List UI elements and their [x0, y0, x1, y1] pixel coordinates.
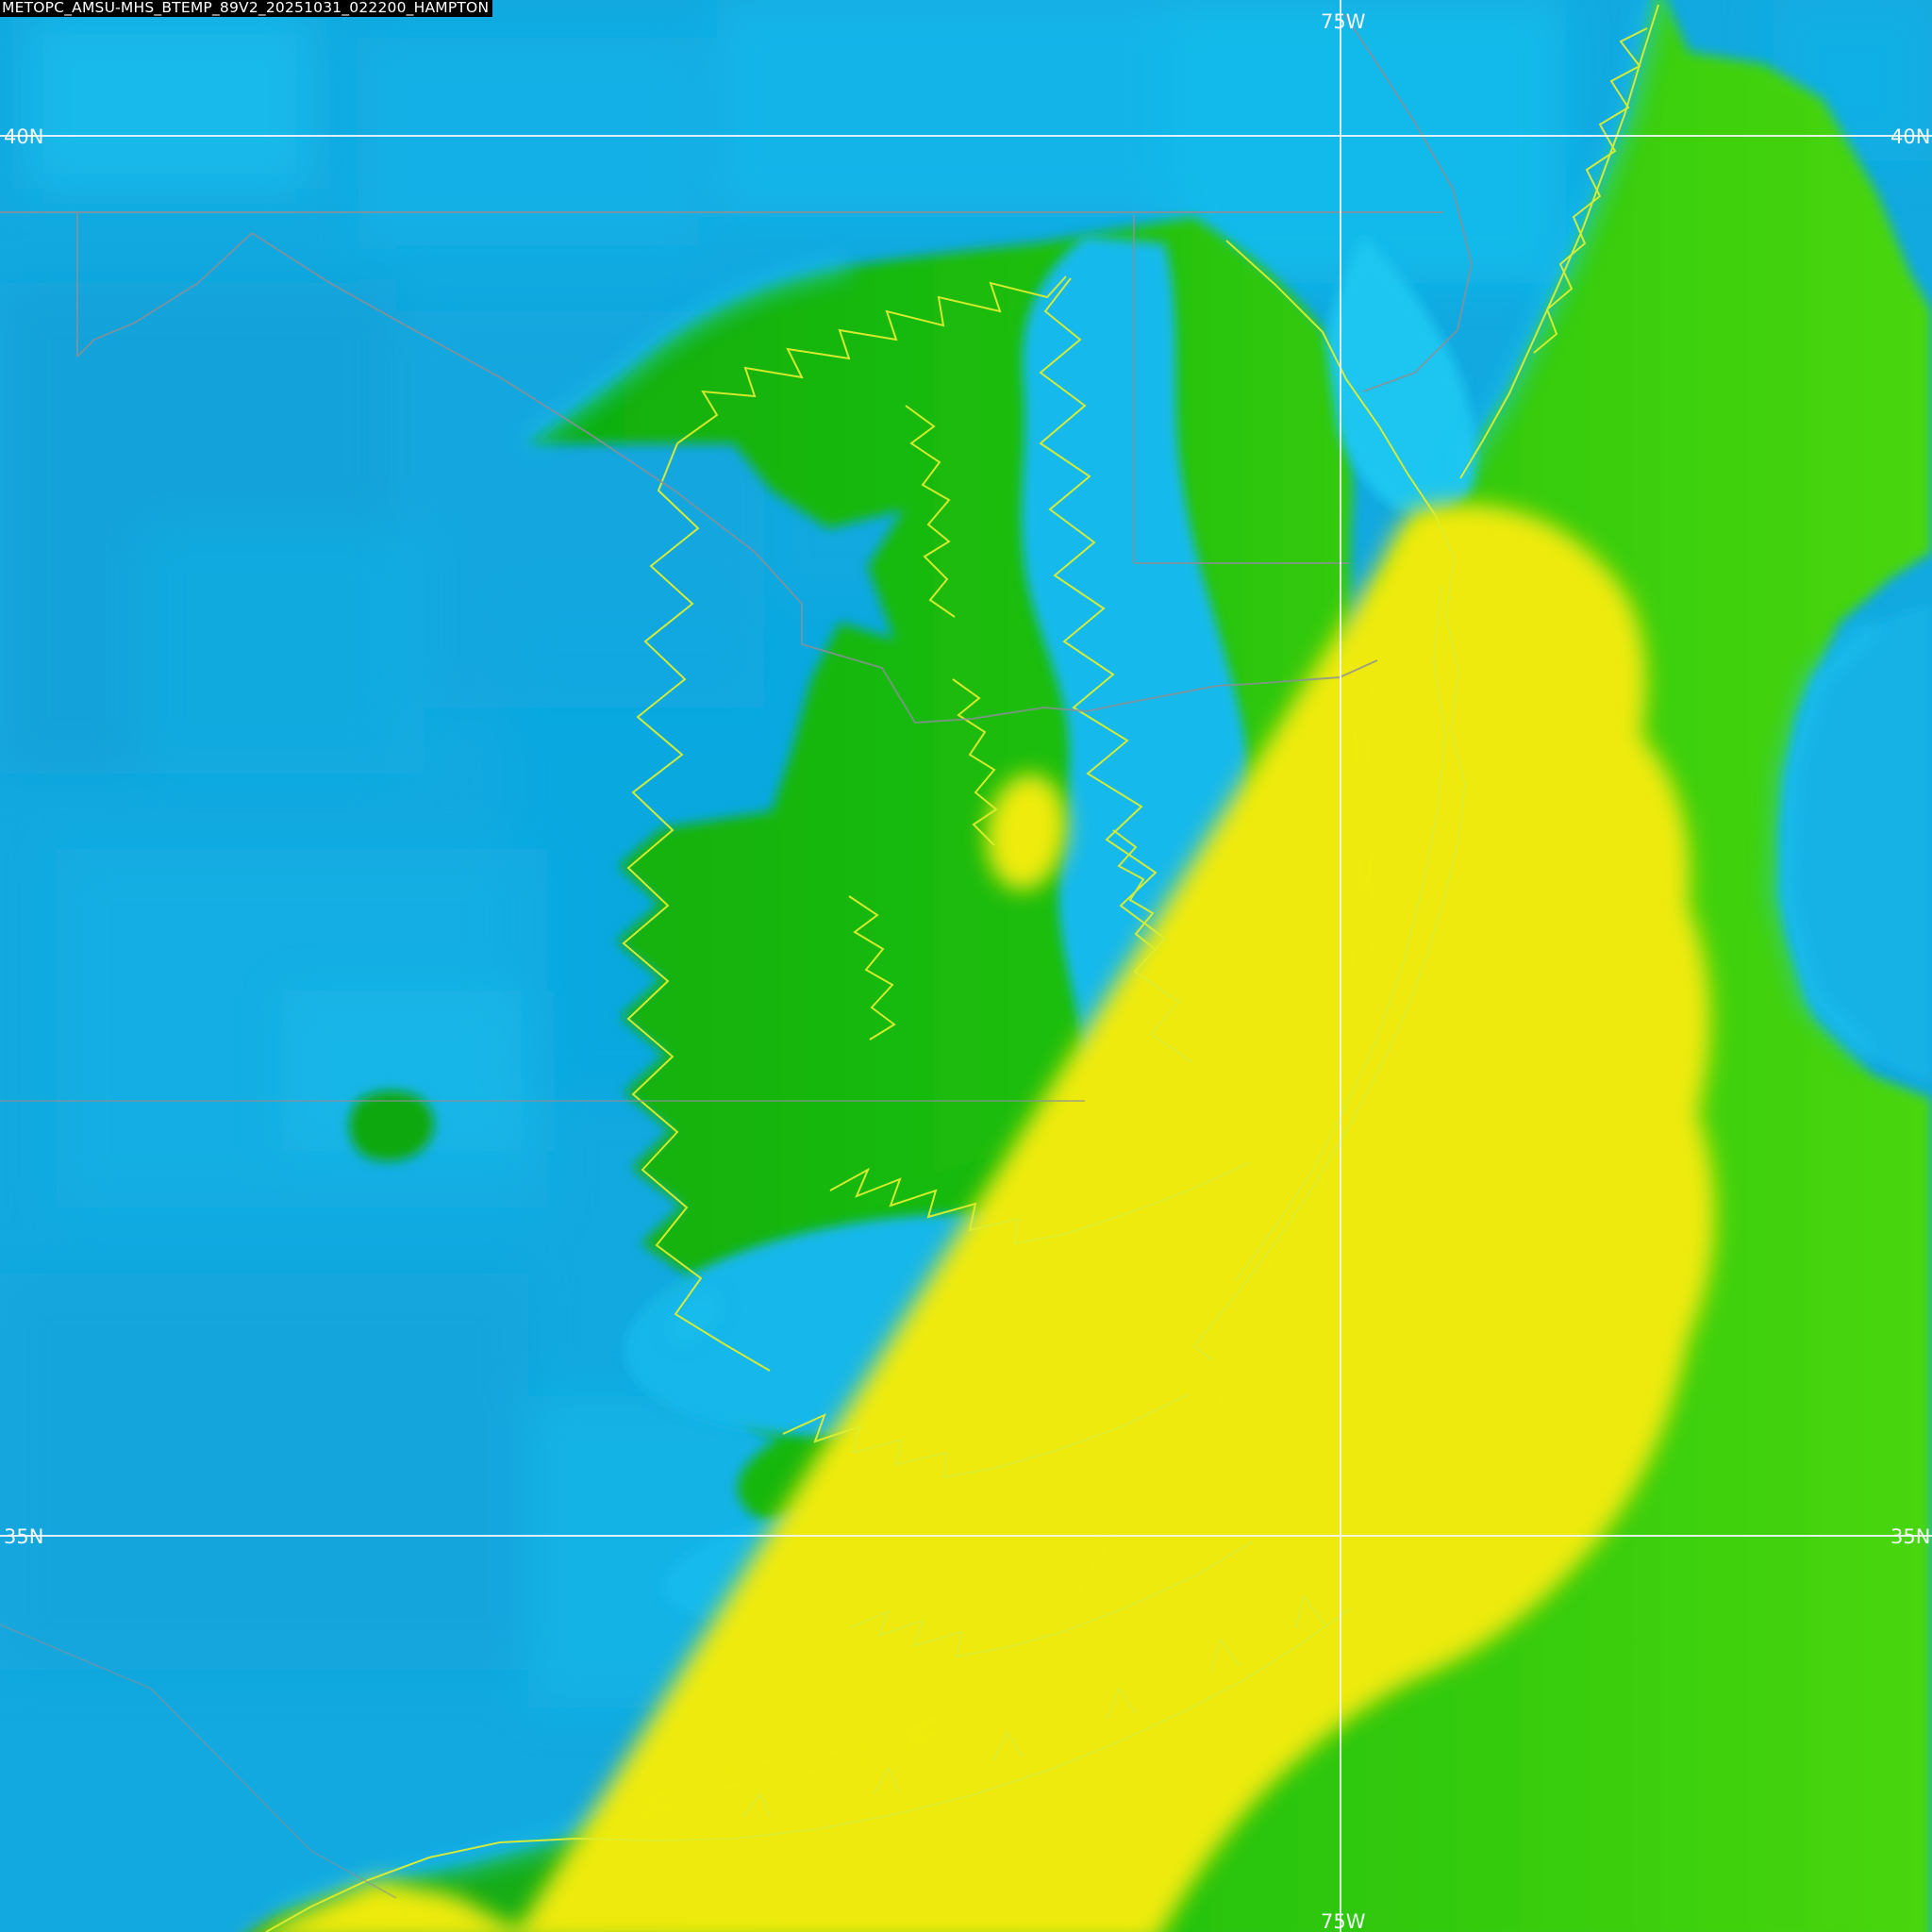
- coastline-west-shore: [622, 442, 771, 1372]
- delaware-bay-water: [1325, 236, 1476, 516]
- coastline-delmarva-west: [1039, 277, 1193, 1063]
- coastline-delmarva-east: [1192, 240, 1467, 1361]
- coastline-bay-rivers-texture-1: [905, 405, 956, 618]
- region-warm-core: [265, 504, 1715, 1932]
- atlantic-cold-lobe-right: [1779, 604, 1932, 1083]
- coastline-bay-rivers-texture-3: [848, 895, 896, 1041]
- coastline-assateague-lagoon: [1235, 584, 1447, 1282]
- region-island-dot: [349, 1091, 434, 1161]
- coastline-hampton-jags-3: [848, 1541, 1254, 1658]
- label-35n-right: 35N: [1890, 1525, 1930, 1548]
- warm-spot-bay: [986, 774, 1067, 891]
- coastline-outer-banks: [265, 1607, 1352, 1932]
- border-potomac: [251, 232, 1378, 724]
- coastline-bay-rivers-texture-2: [952, 678, 998, 846]
- label-75w-top: 75W: [1321, 10, 1366, 33]
- coastline-hampton-jags-1: [829, 1161, 1252, 1245]
- coastline-hampton-jags-2: [782, 1393, 1190, 1479]
- coastline-tangier-jags: [1112, 829, 1156, 950]
- label-75w-bottom: 75W: [1321, 1910, 1366, 1932]
- state-borders: [0, 13, 1474, 1899]
- graticule-labels: 75W 75W 40N 40N 35N 35N: [4, 10, 1930, 1932]
- product-title-text: METOPC_AMSU-MHS_BTEMP_89V2_20251031_0222…: [2, 0, 490, 16]
- label-40n-right: 40N: [1890, 125, 1930, 148]
- product-title-bar: METOPC_AMSU-MHS_BTEMP_89V2_20251031_0222…: [0, 0, 493, 17]
- coastline-nj-lagoon-jags: [1533, 27, 1648, 354]
- coastline-upper-west-shore: [676, 275, 1067, 444]
- label-35n-left: 35N: [4, 1525, 43, 1548]
- coastline-overlays: [265, 4, 1659, 1932]
- border-bottom-left-diagonal: [0, 1624, 397, 1899]
- coastline-outer-banks-jags: [742, 1593, 1325, 1818]
- warm-field-group: [262, 504, 1715, 1932]
- border-delaware-coast: [1343, 13, 1474, 392]
- region-warm-core-fill: [546, 504, 1715, 1932]
- label-40n-left: 40N: [4, 125, 43, 148]
- region-warm-bottom-west: [262, 1880, 523, 1932]
- border-potomac-branch: [76, 232, 253, 358]
